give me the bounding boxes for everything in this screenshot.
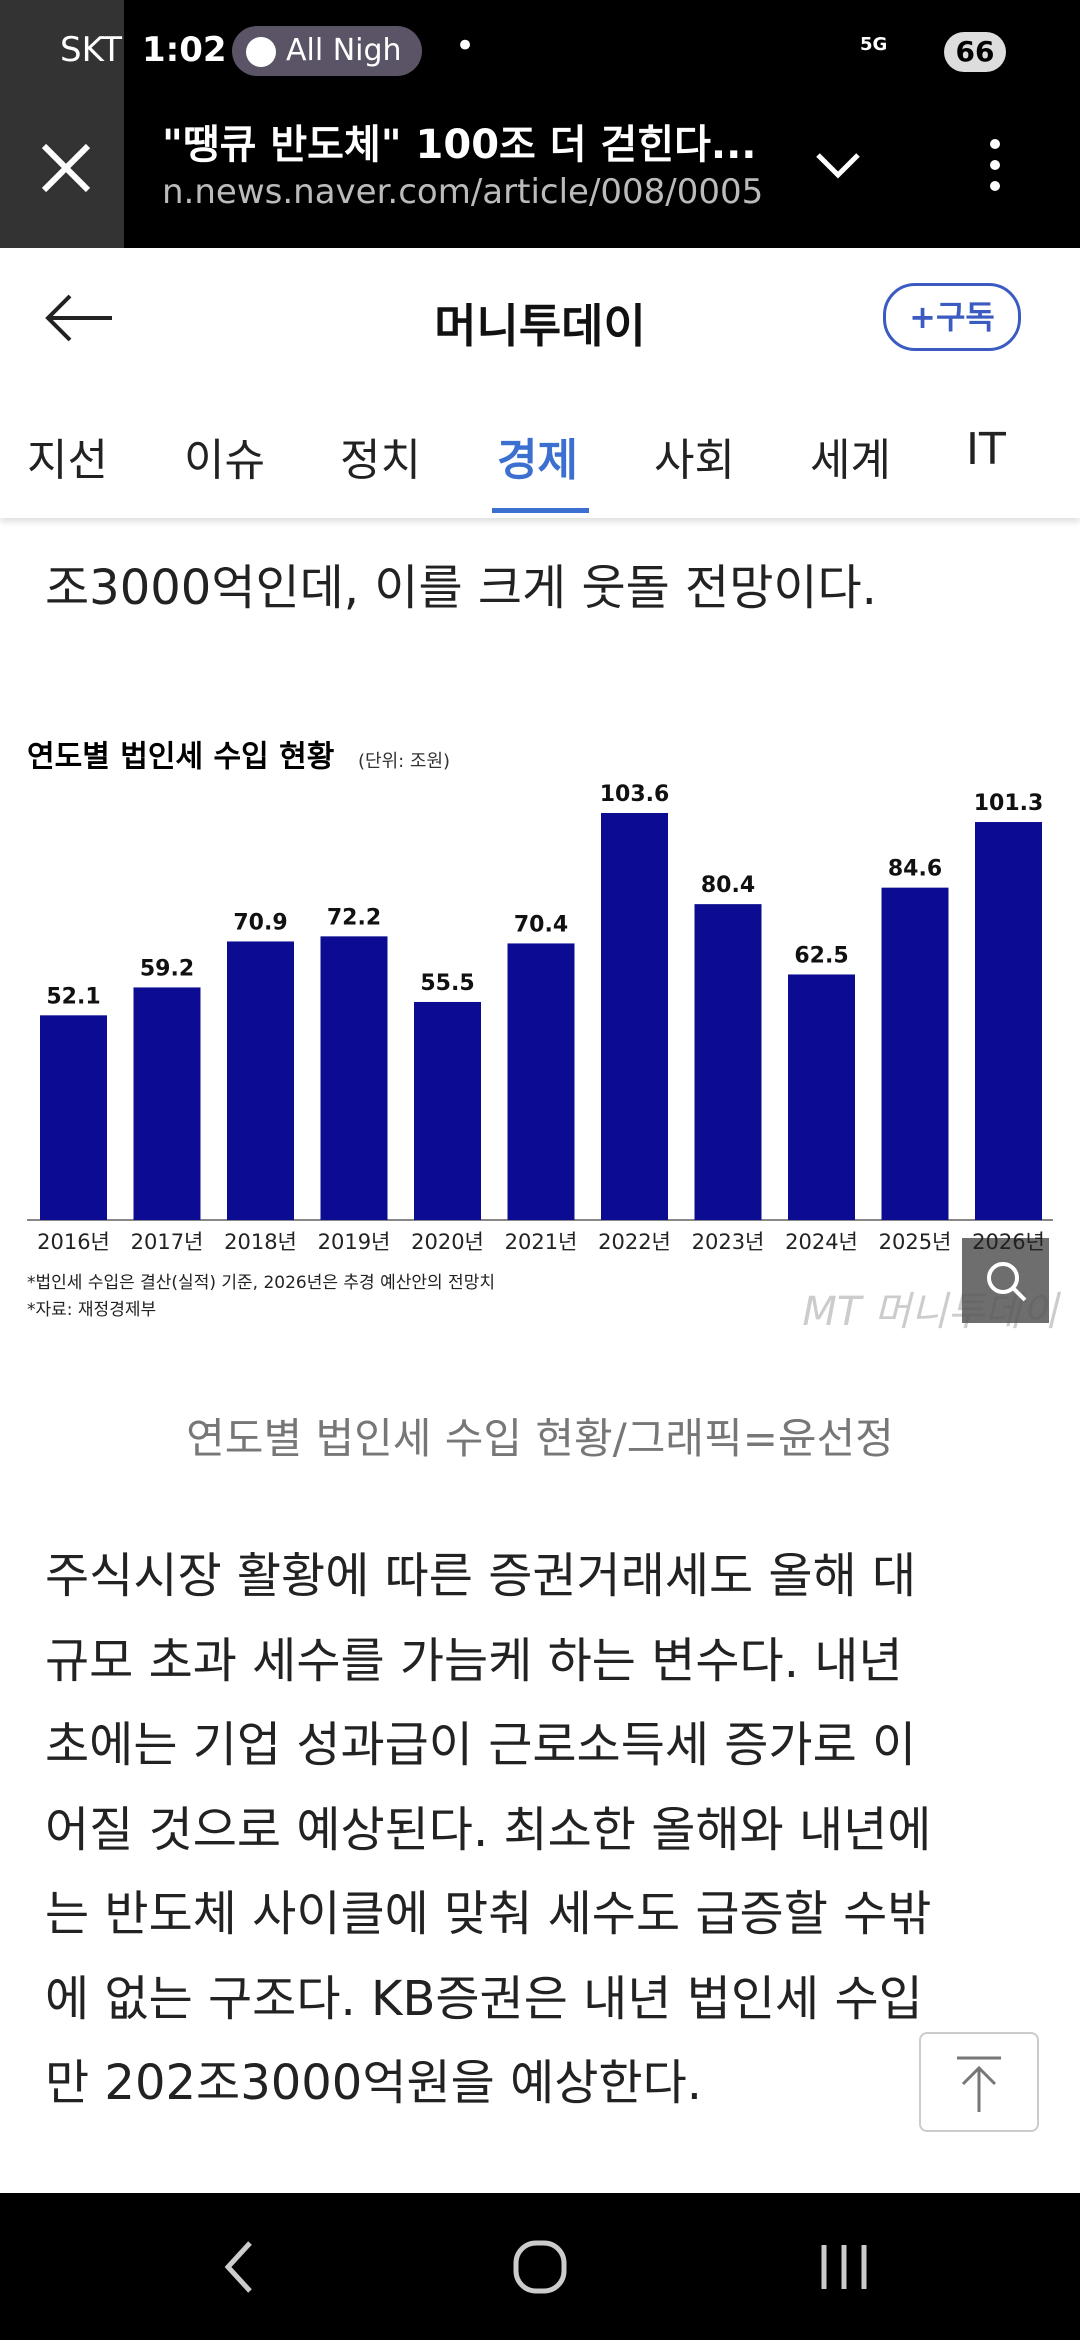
zoom-bg <box>962 1238 1049 1323</box>
lead-text: 조3000억인데, 이를 크게 웃돌 전망이다. <box>45 560 877 616</box>
browser-bar <box>0 0 1080 248</box>
tab[interactable]: IT <box>966 424 1006 475</box>
media-pill[interactable]: All Nigh <box>232 26 422 76</box>
site-title: 머니투데이 <box>434 299 646 353</box>
tab[interactable]: 세계 <box>810 435 891 486</box>
x-tick-label: 2020년 <box>411 1230 484 1254</box>
nav-back[interactable] <box>224 2241 252 2293</box>
bar <box>227 941 294 1220</box>
battery: 66 <box>944 32 1006 72</box>
value-label: 84.6 <box>888 857 942 882</box>
value-label: 52.1 <box>46 984 100 1009</box>
x-tick-label: 2022년 <box>598 1230 671 1254</box>
x-tick-label: 2019년 <box>318 1230 391 1254</box>
bar <box>975 822 1042 1220</box>
x-tick-label: 2021년 <box>505 1230 578 1254</box>
chart-note: *자료: 재정경제부 <box>27 1300 156 1320</box>
clock: 1:02 <box>142 30 227 70</box>
back-button[interactable] <box>40 288 120 348</box>
chart: 연도별 법인세 수입 현황 (단위: 조원) *법인세 수입은 결산(실적) 기… <box>27 740 1061 1335</box>
bar <box>40 1015 107 1220</box>
chart-note: *법인세 수입은 결산(실적) 기준, 2026년은 추경 예산안의 전망치 <box>27 1273 495 1293</box>
zoom-icon <box>987 1262 1019 1294</box>
paragraph-line: 초에는 기업 성과급이 근로소득세 증가로 이 <box>45 1717 917 1773</box>
bar <box>788 974 855 1220</box>
dot: • <box>455 26 476 66</box>
expand-icon[interactable] <box>808 140 868 190</box>
value-label: 101.3 <box>974 791 1044 816</box>
x-tick-label: 2016년 <box>37 1230 110 1254</box>
bar <box>414 1001 481 1220</box>
nav-recent[interactable] <box>821 2245 867 2289</box>
nav-icons <box>224 2240 867 2294</box>
paragraph-line: 는 반도체 사이클에 맞춰 세수도 급증할 수밖 <box>45 1886 932 1942</box>
media-title: All Nigh <box>286 33 402 68</box>
carrier: SKT <box>60 30 123 70</box>
bar <box>601 813 668 1220</box>
value-label: 103.6 <box>600 782 670 807</box>
value-label: 62.5 <box>794 943 848 968</box>
x-tick-label: 2018년 <box>224 1230 297 1254</box>
value-label: 72.2 <box>327 905 381 930</box>
zoom-icon <box>1011 1286 1027 1302</box>
value-label: 55.5 <box>420 971 474 996</box>
tab[interactable]: 사회 <box>654 435 735 486</box>
paragraph-line: 규모 초과 세수를 가늠케 하는 변수다. 내년 <box>45 1632 903 1689</box>
value-label: 70.4 <box>514 912 568 937</box>
tab[interactable]: 지선 <box>27 435 108 486</box>
chart-subtitle: (단위: 조원) <box>358 751 450 772</box>
nav-home[interactable] <box>513 2240 567 2294</box>
menu-icon[interactable] <box>980 136 1010 196</box>
value-label: 59.2 <box>140 956 194 981</box>
bar <box>694 904 762 1220</box>
bar <box>320 936 388 1220</box>
x-tick-label: 2025년 <box>879 1230 952 1254</box>
value-label: 80.4 <box>701 873 755 898</box>
bar <box>881 887 949 1220</box>
close-icon <box>41 143 91 193</box>
page-title: "땡큐 반도체" 100조 더 걷힌다... <box>162 122 757 168</box>
bar <box>133 987 201 1220</box>
page-url: n.news.naver.com/article/008/0005 <box>162 172 762 212</box>
paragraph-line: 어질 것으로 예상된다. 최소한 올해와 내년에 <box>45 1801 932 1858</box>
bar <box>507 943 575 1220</box>
tab[interactable]: 이슈 <box>184 435 265 486</box>
chart-title: 연도별 법인세 수입 현황 <box>27 740 334 775</box>
paragraph-line: 주식시장 활황에 따른 증권거래세도 올해 대 <box>45 1548 917 1604</box>
value-label: 70.9 <box>233 910 287 935</box>
arrow-up-icon <box>957 2056 1001 2112</box>
tab[interactable]: 정치 <box>340 435 421 486</box>
x-tick-label: 2026년 <box>972 1230 1045 1254</box>
zoom-button[interactable] <box>962 1238 1049 1323</box>
close-button[interactable] <box>0 0 124 248</box>
scroll-top-button[interactable] <box>919 2032 1039 2132</box>
x-tick-label: 2017년 <box>131 1230 204 1254</box>
tab-underline <box>492 508 589 513</box>
chart-caption: 연도별 법인세 수입 현황/그래픽=윤선정 <box>186 1414 894 1463</box>
network: 5G <box>860 34 888 55</box>
x-tick-label: 2023년 <box>692 1230 765 1254</box>
paragraph-line: 만 202조3000억원을 예상한다. <box>45 2055 702 2111</box>
x-tick-label: 2024년 <box>785 1230 858 1254</box>
subscribe-button[interactable]: +구독 <box>883 283 1021 351</box>
tab[interactable]: 경제 <box>497 435 578 486</box>
paragraph-line: 에 없는 구조다. KB증권은 내년 법인세 수입 <box>45 1970 923 2027</box>
nav-bar <box>0 2193 1080 2340</box>
